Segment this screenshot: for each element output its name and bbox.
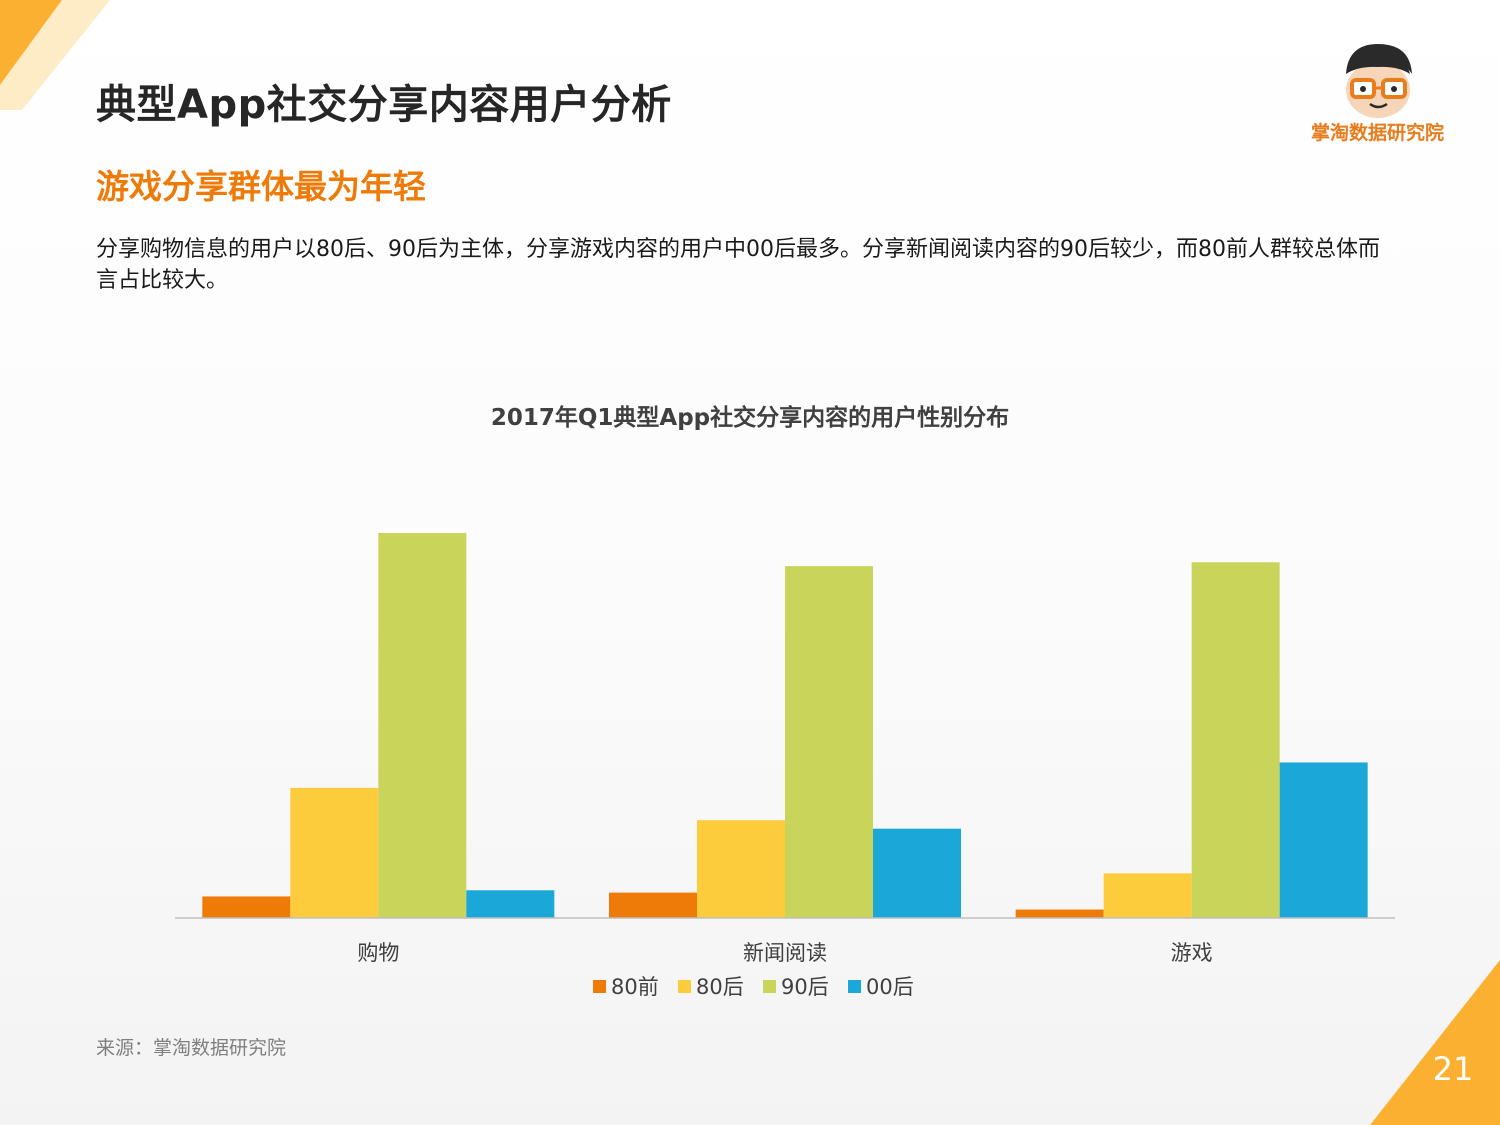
bar-0-0 — [202, 896, 291, 918]
legend-label: 80前 — [611, 975, 659, 999]
bar-0-3 — [466, 890, 555, 918]
bar-1-1 — [697, 820, 785, 918]
page-title: 典型App社交分享内容用户分析 — [96, 82, 672, 128]
legend-item: 80后 — [678, 975, 744, 999]
top-left-corner-decoration — [0, 0, 110, 110]
x-tick-label: 购物 — [357, 941, 399, 965]
bar-1-2 — [785, 566, 873, 918]
legend-swatch — [678, 980, 691, 993]
bar-1-3 — [873, 828, 961, 918]
legend-swatch — [848, 980, 861, 993]
bar-2-0 — [1015, 909, 1104, 918]
bottom-right-corner-decoration — [1370, 960, 1500, 1125]
legend-label: 90后 — [781, 975, 829, 999]
bar-2-3 — [1279, 762, 1368, 918]
bar-0-2 — [378, 533, 467, 918]
legend-label: 80后 — [696, 975, 744, 999]
legend-label: 00后 — [866, 975, 914, 999]
bar-1-0 — [609, 892, 697, 918]
brand-name: 掌淘数据研究院 — [1310, 122, 1444, 144]
bar-2-2 — [1191, 562, 1280, 918]
description-text: 分享购物信息的用户以80后、90后为主体，分享游戏内容的用户中00后最多。分享新… — [96, 237, 1380, 293]
glasses-avatar-icon — [1346, 44, 1412, 118]
legend-item: 90后 — [763, 975, 829, 999]
bar-2-1 — [1103, 873, 1192, 918]
x-tick-label: 游戏 — [1171, 941, 1213, 965]
page-number: 21 — [1432, 1050, 1474, 1088]
legend-item: 00后 — [848, 975, 914, 999]
legend-swatch — [593, 980, 606, 993]
bar-0-1 — [290, 787, 379, 918]
source-note: 来源：掌淘数据研究院 — [96, 1037, 287, 1059]
page-subtitle: 游戏分享群体最为年轻 — [96, 167, 426, 206]
legend-item: 80前 — [593, 975, 659, 999]
x-tick-label: 新闻阅读 — [743, 941, 827, 965]
chart-title: 2017年Q1典型App社交分享内容的用户性别分布 — [490, 405, 1010, 431]
legend-swatch — [763, 980, 776, 993]
